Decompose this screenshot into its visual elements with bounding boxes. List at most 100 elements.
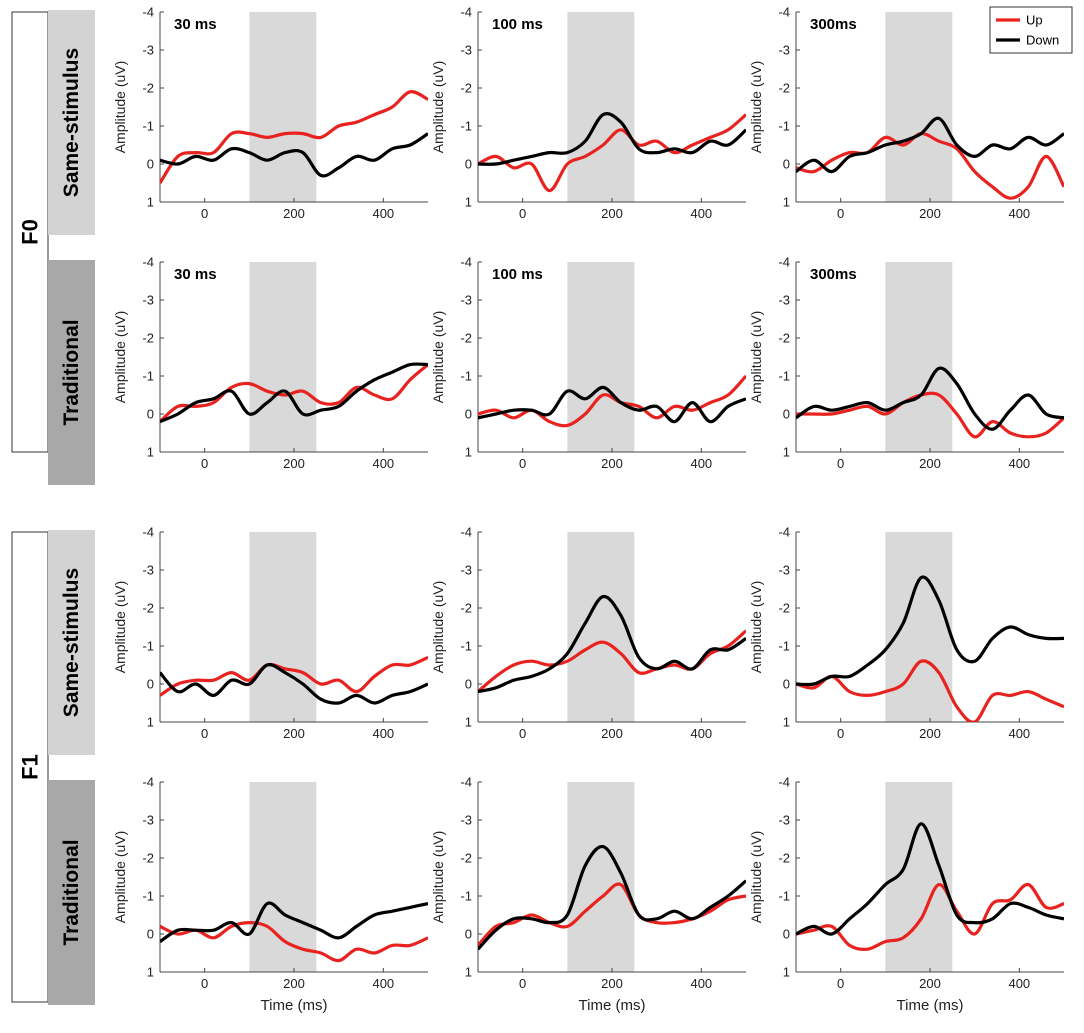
y-tick-label: -3 [778,813,790,828]
y-tick-label: -1 [460,889,472,904]
x-tick-label: 200 [919,726,941,741]
x-axis-label: Time (ms) [579,997,646,1014]
panel-r3-c0: -4 -3 -2 -1 0 1 0 200 400 Amplitude (uV) Time (ms) [112,775,428,1014]
x-tick-label: 0 [201,726,208,741]
y-axis-label: Amplitude (uV) [112,61,128,154]
y-tick-label: -1 [460,369,472,384]
y-tick-label: 1 [465,445,472,460]
series-line-down [478,594,746,694]
panel-title: 100 ms [492,266,543,283]
condition-label-box [48,260,95,485]
shaded-window [567,532,635,722]
y-tick-label: -4 [778,255,790,270]
y-tick-label: 0 [783,677,790,692]
shaded-window [249,532,317,722]
y-axis-label: Amplitude (uV) [112,831,128,924]
series-line-down [160,362,428,424]
legend: Up Down [989,6,1073,54]
series-line-up [796,131,1064,200]
x-tick-label: 0 [519,206,526,221]
y-tick-label: -2 [778,851,790,866]
legend-box [989,6,1073,54]
y-tick-label: -1 [142,639,154,654]
legend-label-down: Down [1026,33,1059,48]
y-tick-label: -3 [142,813,154,828]
y-tick-label: -3 [142,563,154,578]
y-tick-label: -1 [142,889,154,904]
panel-r1-c2: -4 -3 -2 -1 0 1 0 200 400 Amplitude (uV) 300ms [748,255,1064,471]
x-tick-label: 0 [519,726,526,741]
condition-label-box [48,10,95,235]
y-tick-label: 0 [465,927,472,942]
series-line-down [160,663,428,705]
y-tick-label: -1 [778,639,790,654]
x-tick-label: 200 [283,726,305,741]
shaded-window [567,12,635,202]
x-axis-label: Time (ms) [897,997,964,1014]
y-tick-label: -2 [460,601,472,616]
series-line-down [160,901,428,943]
shaded-window [885,12,953,202]
y-tick-label: 0 [147,677,154,692]
x-tick-label: 400 [1008,726,1030,741]
y-tick-label: -3 [460,43,472,58]
y-tick-label: -4 [778,775,790,790]
panel-r1-c1: -4 -3 -2 -1 0 1 0 200 400 Amplitude (uV) 100 ms [430,255,746,471]
series-line-up [160,90,428,184]
x-tick-label: 0 [519,456,526,471]
panel-title: 30 ms [174,266,217,283]
x-tick-label: 200 [919,206,941,221]
y-tick-label: -2 [460,331,472,346]
x-tick-label: 0 [201,206,208,221]
y-tick-label: -2 [142,601,154,616]
y-tick-label: -2 [142,851,154,866]
y-tick-label: -3 [778,43,790,58]
series-line-up [478,374,746,428]
y-axis-label: Amplitude (uV) [430,831,446,924]
condition-label: Same-stimulus [60,568,83,717]
x-tick-label: 0 [837,976,844,991]
x-tick-label: 400 [372,206,394,221]
x-tick-label: 400 [1008,456,1030,471]
y-tick-label: 0 [465,157,472,172]
series-line-up [160,655,428,697]
panel-r0-c1: -4 -3 -2 -1 0 1 0 200 400 Amplitude (uV) 100 ms [430,5,746,221]
y-tick-label: -2 [778,81,790,96]
panel-r2-c0: -4 -3 -2 -1 0 1 0 200 400 Amplitude (uV) [112,525,428,741]
y-tick-label: -1 [778,119,790,134]
condition-label: Traditional [60,319,83,425]
y-tick-label: -4 [142,5,154,20]
x-tick-label: 200 [601,206,623,221]
y-tick-label: 1 [147,445,154,460]
panel-title: 30 ms [174,16,217,33]
y-tick-label: -1 [460,639,472,654]
panel-title: 300ms [810,266,857,283]
y-tick-label: -4 [460,255,472,270]
y-axis-label: Amplitude (uV) [430,61,446,154]
y-tick-label: 0 [465,407,472,422]
y-tick-label: -2 [142,331,154,346]
condition-label: Same-stimulus [60,48,83,197]
y-tick-label: -1 [778,369,790,384]
y-tick-label: -4 [142,525,154,540]
y-tick-label: -4 [778,5,790,20]
x-tick-label: 200 [919,976,941,991]
condition-label: Traditional [60,839,83,945]
y-tick-label: 0 [147,407,154,422]
x-tick-label: 200 [283,206,305,221]
x-axis-label: Time (ms) [261,997,328,1014]
y-tick-label: -4 [460,775,472,790]
x-tick-label: 400 [690,726,712,741]
y-tick-label: 1 [783,195,790,210]
series-line-down [796,822,1064,936]
x-tick-label: 200 [601,726,623,741]
shaded-window [885,262,953,452]
x-tick-label: 200 [283,456,305,471]
series-line-up [796,882,1064,951]
panel-r3-c2: -4 -3 -2 -1 0 1 0 200 400 Amplitude (uV) Time (ms) [748,775,1064,1014]
x-tick-label: 400 [372,456,394,471]
panel-title: 100 ms [492,16,543,33]
y-tick-label: 1 [465,965,472,980]
x-tick-label: 400 [690,456,712,471]
legend-label-up: Up [1026,13,1043,28]
